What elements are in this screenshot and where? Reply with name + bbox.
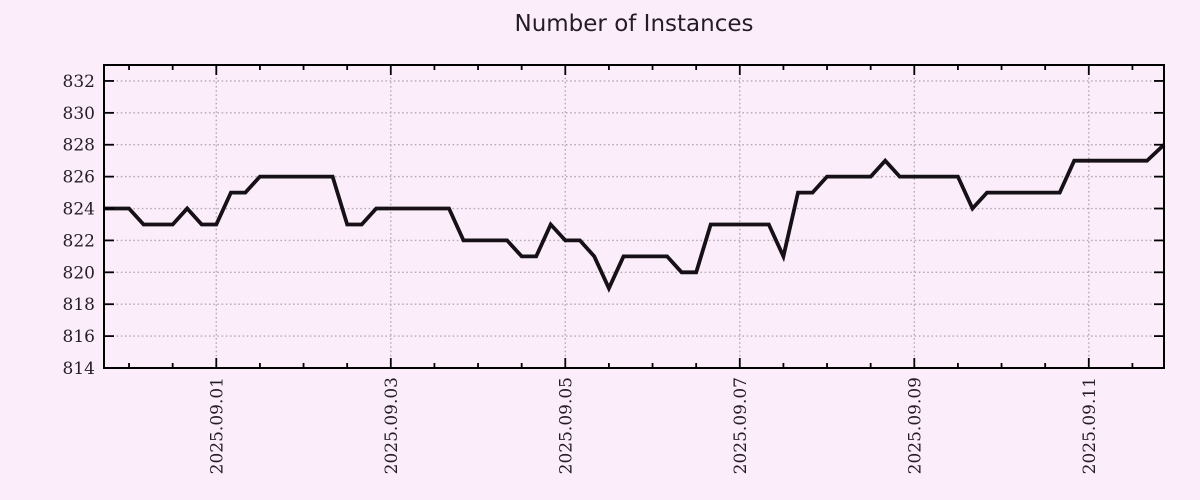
- y-tick-label: 814: [63, 359, 95, 379]
- x-axis-labels: 2025.09.01 2025.09.03 2025.09.05 2025.09.07…: [207, 377, 1099, 474]
- x-tick-label: 2025.09.05: [556, 377, 576, 474]
- axis-ticks: [104, 65, 1164, 369]
- chart-title: Number of Instances: [514, 11, 754, 37]
- x-tick-label: 2025.09.07: [731, 377, 751, 474]
- gridlines: [104, 65, 1164, 368]
- y-tick-label: 818: [63, 295, 95, 315]
- y-tick-label: 822: [63, 231, 95, 251]
- x-tick-label: 2025.09.11: [1080, 377, 1100, 474]
- y-tick-label: 830: [63, 104, 95, 124]
- y-tick-label: 832: [63, 72, 95, 92]
- y-tick-label: 820: [63, 263, 95, 283]
- x-tick-label: 2025.09.09: [905, 377, 925, 474]
- y-tick-label: 828: [63, 136, 95, 156]
- y-tick-label: 824: [63, 200, 95, 220]
- x-tick-label: 2025.09.03: [382, 377, 402, 474]
- y-tick-label: 816: [63, 327, 95, 347]
- instances-series-line: [104, 143, 1166, 293]
- y-tick-label: 826: [63, 168, 95, 188]
- y-axis-labels: 814 816 818 820 822 824 826 828 830 832: [63, 72, 95, 379]
- plot-border: [103, 64, 1165, 369]
- x-tick-label: 2025.09.01: [207, 377, 227, 474]
